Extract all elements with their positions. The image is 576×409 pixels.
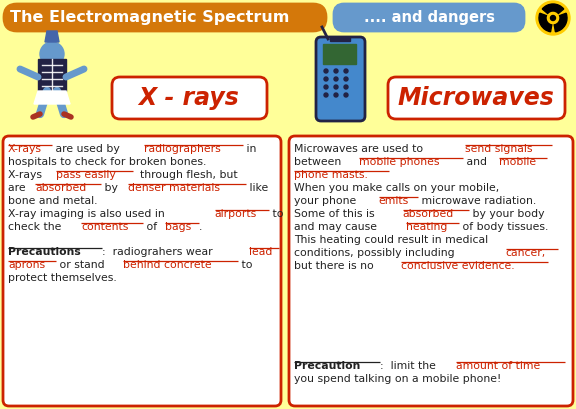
Wedge shape	[554, 13, 567, 32]
Text: or stand: or stand	[56, 260, 108, 270]
Text: your phone: your phone	[294, 196, 360, 206]
Text: Precautions: Precautions	[8, 247, 81, 257]
Text: through flesh, but: through flesh, but	[134, 170, 238, 180]
Text: aprons: aprons	[8, 260, 45, 270]
Text: When you make calls on your mobile,: When you make calls on your mobile,	[294, 183, 499, 193]
Text: behind concrete: behind concrete	[123, 260, 212, 270]
Text: .... and dangers: .... and dangers	[363, 10, 495, 25]
FancyBboxPatch shape	[316, 37, 365, 121]
Text: Precaution: Precaution	[294, 361, 361, 371]
Text: contents: contents	[81, 222, 129, 232]
Text: amount of time: amount of time	[456, 361, 540, 371]
Text: protect themselves.: protect themselves.	[8, 273, 117, 283]
Text: by your body: by your body	[469, 209, 544, 219]
Text: and: and	[463, 157, 491, 167]
Text: microwave radiation.: microwave radiation.	[418, 196, 536, 206]
Text: check the: check the	[8, 222, 65, 232]
Circle shape	[344, 85, 348, 89]
Circle shape	[344, 69, 348, 73]
Text: of body tissues.: of body tissues.	[459, 222, 548, 232]
Text: are used by: are used by	[52, 144, 123, 154]
Bar	[323, 44, 356, 64]
Text: pass easily: pass easily	[56, 170, 116, 180]
Circle shape	[324, 69, 328, 73]
FancyBboxPatch shape	[289, 136, 573, 406]
Text: radiographers: radiographers	[144, 144, 221, 154]
Text: between: between	[294, 157, 345, 167]
Text: airports: airports	[215, 209, 257, 219]
Text: mobile: mobile	[499, 157, 536, 167]
Text: absorbed: absorbed	[35, 183, 86, 193]
Circle shape	[344, 77, 348, 81]
FancyBboxPatch shape	[112, 77, 267, 119]
Polygon shape	[34, 91, 70, 104]
Bar	[38, 59, 66, 91]
Text: X - rays: X - rays	[139, 86, 240, 110]
Text: cancer,: cancer,	[506, 248, 546, 258]
Bar	[289, 33, 389, 133]
Text: denser materials: denser materials	[128, 183, 219, 193]
Text: and may cause: and may cause	[294, 222, 381, 232]
Text: emits: emits	[379, 196, 409, 206]
Wedge shape	[542, 4, 564, 13]
Text: you spend talking on a mobile phone!: you spend talking on a mobile phone!	[294, 374, 501, 384]
Text: Some of this is: Some of this is	[294, 209, 378, 219]
Text: :  radiograhers wear: : radiograhers wear	[102, 247, 216, 257]
Text: phone masts.: phone masts.	[294, 170, 368, 180]
FancyBboxPatch shape	[334, 4, 524, 31]
Text: but there is no: but there is no	[294, 261, 377, 271]
Bar	[5, 33, 110, 133]
Text: X-ray imaging is also used in: X-ray imaging is also used in	[8, 209, 168, 219]
Text: to: to	[237, 260, 252, 270]
Text: mobile phones: mobile phones	[359, 157, 440, 167]
Text: of: of	[142, 222, 160, 232]
Text: like: like	[247, 183, 268, 193]
Circle shape	[334, 69, 338, 73]
Text: Microwaves are used to: Microwaves are used to	[294, 144, 427, 154]
Polygon shape	[45, 31, 59, 42]
Text: Microwaves: Microwaves	[397, 86, 555, 110]
Text: The Electromagnetic Spectrum: The Electromagnetic Spectrum	[10, 10, 289, 25]
Circle shape	[548, 13, 558, 22]
Text: This heating could result in medical: This heating could result in medical	[294, 235, 488, 245]
Circle shape	[334, 85, 338, 89]
Circle shape	[334, 77, 338, 81]
Circle shape	[536, 1, 570, 35]
Text: send signals: send signals	[465, 144, 533, 154]
FancyBboxPatch shape	[3, 136, 281, 406]
Text: in: in	[243, 144, 256, 154]
Text: absorbed: absorbed	[403, 209, 454, 219]
Text: conclusive evidence.: conclusive evidence.	[401, 261, 515, 271]
Text: by: by	[101, 183, 122, 193]
Circle shape	[334, 93, 338, 97]
Text: :  limit the: : limit the	[380, 361, 439, 371]
Text: conditions, possibly including: conditions, possibly including	[294, 248, 458, 258]
Text: X-rays: X-rays	[8, 170, 46, 180]
Text: hospitals to check for broken bones.: hospitals to check for broken bones.	[8, 157, 206, 167]
Circle shape	[344, 93, 348, 97]
Circle shape	[40, 42, 64, 66]
Circle shape	[324, 93, 328, 97]
Text: bone and metal.: bone and metal.	[8, 196, 97, 206]
Text: bags: bags	[165, 222, 191, 232]
FancyBboxPatch shape	[388, 77, 565, 119]
Circle shape	[551, 16, 555, 20]
Bar	[330, 37, 350, 41]
FancyBboxPatch shape	[4, 4, 326, 31]
Circle shape	[324, 85, 328, 89]
Text: are: are	[8, 183, 29, 193]
Text: lead: lead	[249, 247, 272, 257]
Circle shape	[324, 77, 328, 81]
Text: .: .	[199, 222, 203, 232]
Text: to: to	[270, 209, 284, 219]
Text: heating: heating	[406, 222, 447, 232]
Wedge shape	[539, 13, 552, 32]
Text: X-rays: X-rays	[8, 144, 42, 154]
